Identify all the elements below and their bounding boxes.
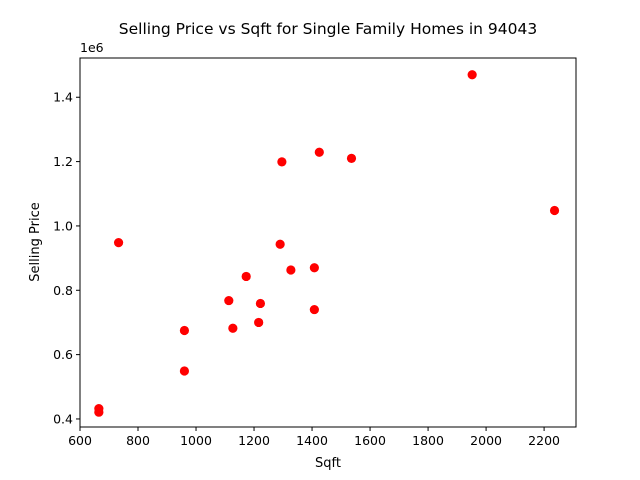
data-point-11 [277,157,287,167]
data-point-12 [286,265,296,275]
y-tick-label: 0.6 [53,347,73,362]
y-tick-label: 0.8 [53,283,73,298]
data-point-9 [255,298,266,309]
y-tick-label: 1.4 [53,90,73,105]
x-tick-label: 1200 [238,433,270,448]
data-point-15 [314,147,324,157]
y-axis-ticks: 0.4 0.6 0.8 1.0 1.2 1.4 [53,90,80,426]
x-tick-label: 800 [126,433,150,448]
data-point-3 [179,325,190,336]
data-point-13 [309,263,319,273]
data-point-16 [346,153,357,163]
y-axis-offset-label: 1e6 [80,40,104,55]
data-point-10 [275,239,285,249]
data-point-4 [179,366,190,376]
data-point-17 [467,70,477,80]
x-tick-label: 2000 [470,433,502,448]
plot-area-frame [79,57,577,428]
x-tick-label: 1600 [354,433,386,448]
chart-title: Selling Price vs Sqft for Single Family … [119,20,537,38]
data-point-1 [94,407,104,417]
x-axis-ticks: 600 800 1000 1200 1400 1600 1800 2000 2200 [68,427,560,448]
y-axis-label: Selling Price [28,202,43,281]
x-tick-label: 1400 [296,433,328,448]
y-tick-label: 1.2 [53,154,73,169]
x-tick-label: 2200 [528,433,560,448]
y-tick-label: 0.4 [53,411,73,426]
data-point-8 [254,317,264,328]
data-point-2 [113,238,124,248]
x-tick-label: 1000 [180,433,212,448]
data-point-5 [224,295,234,306]
data-point-6 [228,323,238,333]
points-layer [94,70,560,417]
y-tick-label: 1.0 [53,218,73,233]
x-axis-label: Sqft [315,456,341,471]
x-tick-label: 1800 [412,433,444,448]
data-point-7 [241,271,251,282]
data-point-18 [549,205,560,216]
x-tick-label: 600 [68,433,92,448]
data-point-14 [309,304,319,315]
